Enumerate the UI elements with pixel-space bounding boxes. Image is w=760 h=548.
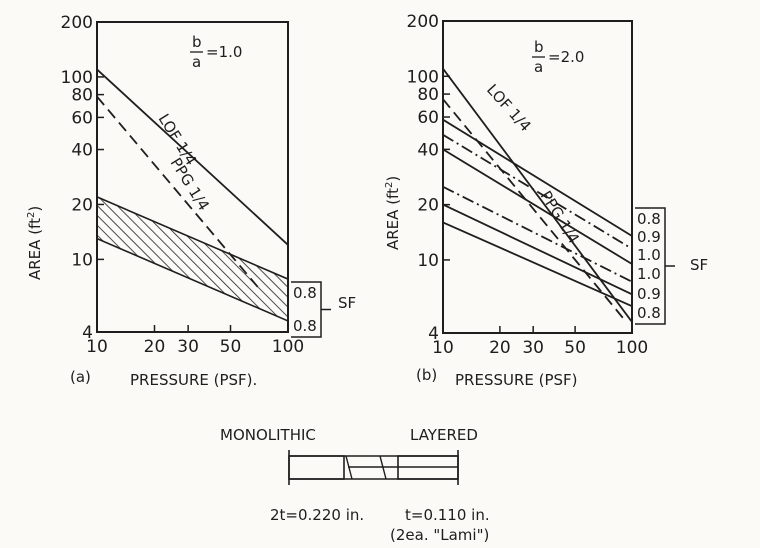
chart-b-series-line-4	[442, 134, 633, 250]
chart-a-sf-bracket: 0.8 0.8	[291, 281, 331, 338]
chart-a-sf-label: SF	[338, 294, 356, 312]
x-tick-label: 30	[177, 337, 199, 357]
layered-break-line-2	[379, 455, 387, 480]
chart-b-series	[442, 68, 633, 323]
y-tick-label: 4	[428, 324, 439, 344]
x-tick-label: 20	[489, 338, 511, 358]
chart-a-x-ticks: 10 20 30 50 100	[86, 325, 304, 357]
chart-a-series	[96, 68, 289, 289]
layered-label: LAYERED	[410, 426, 478, 444]
chart-b-series-line-3	[442, 118, 633, 237]
chart-b-ratio-den: a	[534, 58, 543, 76]
layered-break-line-1	[345, 455, 353, 480]
x-tick-label: 100	[616, 338, 648, 358]
x-tick-label: 30	[522, 338, 544, 358]
chart-a-x-axis-title: PRESSURE (PSF).	[130, 371, 257, 389]
chart-a-series-line-2	[96, 96, 260, 289]
chart-a-series-line-1	[96, 68, 289, 246]
x-tick-label: 100	[272, 337, 304, 357]
x-tick-label: 20	[144, 337, 166, 357]
monolithic-thickness: 2t=0.220 in.	[270, 506, 364, 524]
chart-a-hatched-band	[96, 195, 289, 323]
chart-a-ratio-value: =1.0	[206, 43, 242, 61]
sf-value: 0.9	[637, 285, 661, 303]
monolithic-label: MONOLITHIC	[220, 426, 316, 444]
y-tick-label: 20	[71, 195, 93, 215]
x-tick-label: 10	[432, 338, 454, 358]
chart-b-sf-bracket: 0.80.91.01.00.90.8	[635, 207, 675, 325]
x-tick-label: 50	[564, 338, 586, 358]
chart-a-panel-label: (a)	[70, 368, 91, 386]
y-tick-label: 40	[71, 141, 93, 161]
chart-b-series-line-8	[442, 221, 633, 308]
sf-value: 0.8	[293, 284, 317, 302]
sf-value: 0.8	[637, 210, 661, 228]
layered-plate	[397, 455, 459, 480]
monolithic-plate	[288, 455, 345, 480]
y-tick-label: 200	[407, 12, 439, 32]
chart-b-frame	[442, 20, 633, 334]
chart-b-x-ticks: 10 20 30 50 100	[432, 326, 648, 358]
chart-a-ratio-num: b	[192, 33, 202, 51]
chart-a-frame	[96, 21, 289, 333]
y-tick-label: 100	[407, 67, 439, 87]
chart-a-ratio-den: a	[192, 53, 201, 71]
chart-b-series-line-2	[442, 98, 625, 320]
chart-b-panel-label: (b)	[416, 366, 437, 384]
y-tick-label: 60	[71, 108, 93, 128]
laminate-legend: MONOLITHIC LAYERED 2t=0.220 in. t=0.110 …	[220, 426, 490, 544]
y-tick-label: 100	[61, 68, 93, 88]
y-tick-label: 80	[71, 86, 93, 106]
chart-b-series-line-6	[442, 185, 633, 283]
y-tick-label: 200	[61, 13, 93, 33]
sf-value: 0.8	[637, 304, 661, 322]
y-tick-label: 60	[417, 108, 439, 128]
y-tick-label: 10	[71, 250, 93, 270]
sf-value: 0.8	[293, 317, 317, 335]
chart-b-ratio-num: b	[534, 38, 544, 56]
chart-b-x-axis-title: PRESSURE (PSF)	[455, 371, 578, 389]
chart-b-sf-label: SF	[690, 256, 708, 274]
x-tick-label: 10	[86, 337, 108, 357]
chart-a-y-axis-title: AREA (ft2)	[26, 206, 44, 280]
x-tick-label: 50	[220, 337, 242, 357]
y-tick-label: 80	[417, 85, 439, 105]
y-tick-label: 20	[417, 196, 439, 216]
y-tick-label: 4	[82, 323, 93, 343]
layer-note: (2ea. "Lami")	[390, 526, 489, 544]
chart-b-series-line-5	[442, 148, 633, 265]
chart-b-y-axis-title: AREA (ft2)	[384, 176, 402, 250]
y-tick-label: 10	[417, 251, 439, 271]
sf-value: 1.0	[637, 246, 661, 264]
chart-b-series-line-1	[442, 68, 633, 323]
chart-b-series-lof-label: LOF 1/4	[483, 81, 535, 136]
y-tick-label: 40	[417, 140, 439, 160]
sf-value: 1.0	[637, 265, 661, 283]
layer-thickness: t=0.110 in.	[405, 506, 490, 524]
chart-b-series-line-7	[442, 203, 633, 296]
sf-value: 0.9	[637, 228, 661, 246]
chart-b-ratio-value: =2.0	[548, 48, 584, 66]
